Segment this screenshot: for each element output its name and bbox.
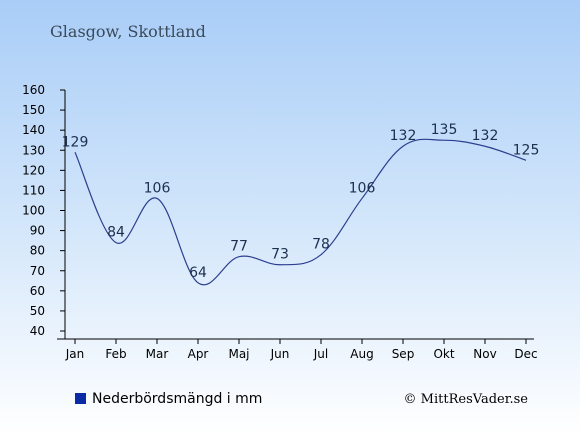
- data-label: 125: [513, 142, 540, 158]
- y-tick-label: 110: [22, 183, 45, 197]
- y-tick-label: 120: [22, 163, 45, 177]
- x-tick-label: Sep: [392, 347, 415, 361]
- chart-title: Glasgow, Skottland: [50, 22, 206, 41]
- y-axis: 40 50 60 70 80 90 100 110 120 130 140 150 160: [22, 83, 66, 339]
- x-tick-label: Dec: [514, 347, 537, 361]
- x-tick-label: Feb: [105, 347, 126, 361]
- series-line: [74, 138, 527, 286]
- x-tick-label: Apr: [188, 347, 209, 361]
- data-label: 73: [271, 247, 289, 263]
- y-tick-label: 40: [30, 324, 45, 338]
- data-labels: 129 84 106 64 77 73 78 106 132 135 132 125: [62, 122, 540, 281]
- data-label: 129: [62, 134, 89, 150]
- x-tick-label: Jun: [270, 347, 290, 361]
- x-tick-label: Jan: [65, 347, 85, 361]
- data-label: 135: [431, 122, 458, 138]
- data-label: 78: [312, 237, 330, 253]
- x-tick-label: Mar: [146, 347, 169, 361]
- series-layer: [74, 138, 527, 286]
- y-tick-label: 140: [22, 123, 45, 137]
- legend-marker: [75, 393, 86, 404]
- y-tick-label: 130: [22, 143, 45, 157]
- y-tick-label: 80: [30, 244, 45, 258]
- x-tick-label: Maj: [228, 347, 249, 361]
- y-tick-label: 160: [22, 83, 45, 97]
- data-label: 77: [230, 239, 248, 255]
- x-tick-label: Jul: [313, 347, 328, 361]
- x-tick-label: Okt: [433, 347, 454, 361]
- x-tick-label: Aug: [350, 347, 373, 361]
- data-label: 132: [390, 128, 417, 144]
- x-axis: Jan Feb Mar Apr Maj Jun Jul Aug Sep Okt Nov Dec: [57, 338, 538, 361]
- data-label: 64: [189, 265, 207, 281]
- x-tick-label: Nov: [473, 347, 496, 361]
- y-tick-label: 60: [30, 284, 45, 298]
- y-tick-label: 150: [22, 103, 45, 117]
- data-label: 106: [144, 180, 171, 196]
- y-tick-label: 70: [30, 264, 45, 278]
- credit-text: © MittResVader.se: [404, 392, 529, 407]
- data-label: 106: [349, 180, 376, 196]
- data-label: 84: [107, 225, 125, 241]
- data-label: 132: [472, 128, 499, 144]
- y-tick-label: 100: [22, 204, 45, 218]
- y-tick-label: 50: [30, 304, 45, 318]
- y-tick-label: 90: [30, 224, 45, 238]
- legend-label: Nederbördsmängd i mm: [92, 391, 262, 407]
